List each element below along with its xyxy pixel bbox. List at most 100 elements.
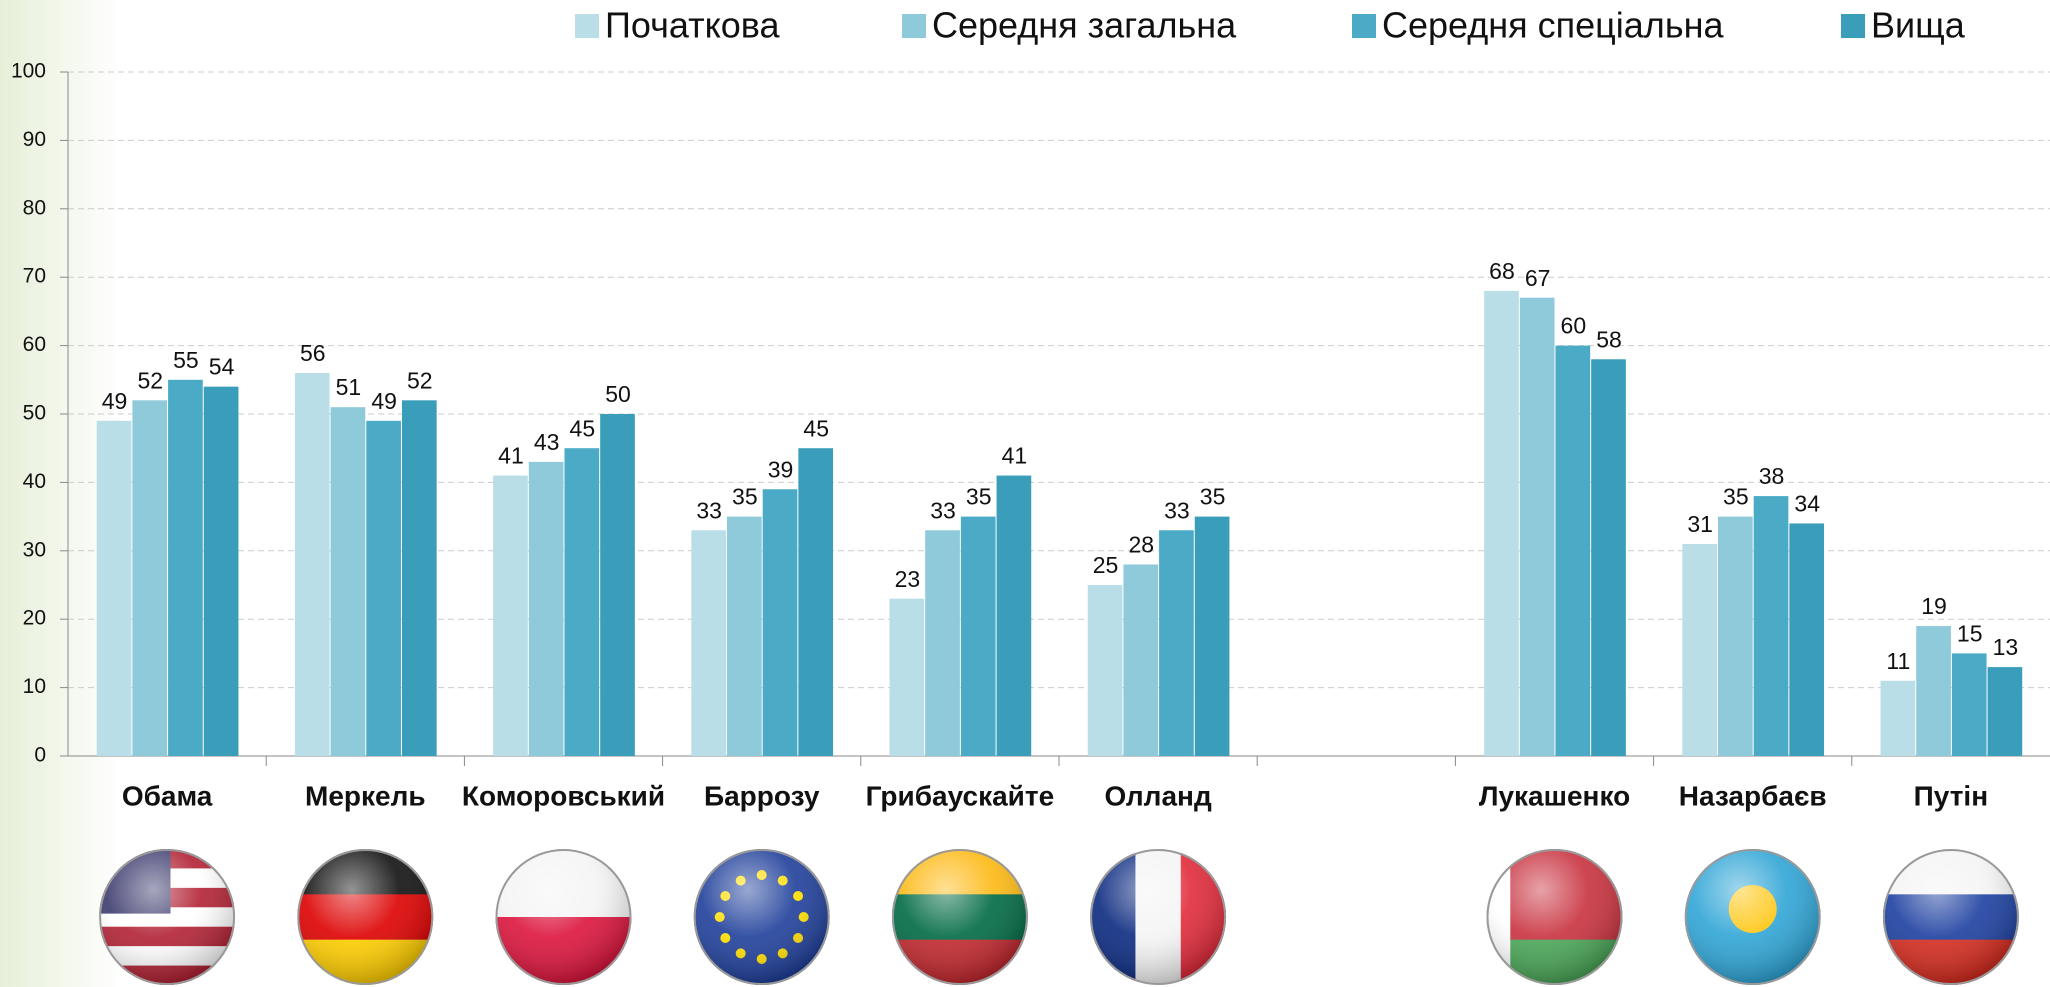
bar — [564, 448, 600, 756]
legend-swatch — [1352, 14, 1376, 38]
flag-gloss — [891, 849, 1028, 985]
x-tick-label: Лукашенко — [1479, 780, 1630, 811]
data-label: 68 — [1489, 258, 1515, 284]
bar — [96, 420, 132, 756]
flag-rim — [693, 849, 830, 985]
data-label: 67 — [1525, 265, 1551, 291]
bar — [798, 448, 834, 756]
y-tick-label: 70 — [23, 265, 46, 288]
data-label: 45 — [803, 415, 829, 441]
bar — [1159, 530, 1194, 756]
bar — [691, 530, 727, 756]
bar — [1087, 585, 1123, 756]
data-label: 13 — [1993, 634, 2019, 660]
legend-label: Середня спеціальна — [1382, 5, 1724, 46]
data-label: 41 — [1002, 443, 1028, 469]
bar — [1789, 523, 1825, 756]
bar — [1123, 564, 1159, 756]
x-tick-label: Баррозу — [704, 780, 820, 811]
legend-swatch — [1841, 14, 1865, 38]
bar — [1591, 359, 1626, 756]
y-tick-label: 20 — [23, 607, 46, 630]
bar — [132, 400, 168, 756]
data-label: 52 — [407, 367, 433, 393]
data-label: 35 — [966, 484, 992, 510]
bar — [889, 598, 925, 756]
bar — [960, 516, 996, 756]
data-label: 49 — [102, 388, 128, 414]
flag-rim — [1486, 849, 1623, 985]
bar — [1718, 516, 1753, 756]
legend-label: Середня загальна — [932, 5, 1237, 46]
bar — [1484, 290, 1519, 756]
bar — [727, 516, 762, 756]
legend-label: Вища — [1871, 5, 1966, 46]
data-label: 51 — [336, 374, 362, 400]
data-label: 58 — [1596, 326, 1622, 352]
data-label: 45 — [570, 415, 596, 441]
flag-gloss — [1486, 849, 1623, 985]
data-label: 33 — [696, 497, 722, 523]
y-tick-label: 60 — [23, 333, 46, 356]
flag-gloss — [99, 849, 236, 985]
flag-rim — [891, 849, 1028, 985]
data-label: 19 — [1921, 593, 1947, 619]
bar — [600, 414, 635, 756]
bar — [1951, 653, 1987, 756]
flag-rim — [1882, 849, 2019, 985]
data-label: 54 — [209, 354, 235, 380]
bar — [1194, 516, 1230, 756]
data-label: 25 — [1093, 552, 1119, 578]
legend-label: Початкова — [605, 5, 780, 46]
y-tick-label: 30 — [23, 538, 46, 561]
flag-gloss — [495, 849, 632, 985]
bar — [1916, 626, 1951, 756]
bar — [1682, 543, 1718, 756]
y-tick-label: 40 — [23, 470, 46, 493]
data-label: 41 — [498, 443, 524, 469]
bar — [493, 475, 528, 756]
bar — [401, 400, 437, 756]
data-label: 33 — [930, 497, 956, 523]
data-label: 34 — [1794, 491, 1820, 517]
flag-rim — [495, 849, 632, 985]
y-tick-label: 0 — [34, 744, 46, 767]
data-label: 39 — [768, 456, 794, 482]
data-label: 43 — [534, 429, 560, 455]
flag-rim — [99, 849, 236, 985]
bar — [294, 372, 330, 756]
y-tick-label: 10 — [23, 675, 46, 698]
data-label: 11 — [1886, 648, 1910, 674]
x-tick-label: Обама — [122, 780, 213, 811]
x-tick-label: Грибаускайте — [866, 780, 1055, 811]
bar — [168, 379, 203, 756]
data-label: 50 — [605, 381, 631, 407]
flag-gloss — [1090, 849, 1227, 985]
flag — [693, 849, 830, 985]
y-tick-label: 80 — [23, 196, 46, 219]
data-label: 35 — [732, 484, 758, 510]
bar — [330, 407, 366, 756]
data-label: 52 — [137, 367, 163, 393]
flag-gloss — [1882, 849, 2019, 985]
data-label: 23 — [895, 566, 921, 592]
data-label: 56 — [300, 340, 326, 366]
data-label: 35 — [1723, 484, 1749, 510]
bar — [1753, 496, 1789, 756]
flag-rim — [1090, 849, 1227, 985]
data-label: 15 — [1957, 620, 1983, 646]
bar — [1880, 680, 1916, 756]
data-label: 38 — [1759, 463, 1785, 489]
bar — [1987, 667, 2023, 756]
y-tick-label: 100 — [11, 60, 46, 83]
data-label: 49 — [371, 388, 397, 414]
x-tick-label: Назарбаєв — [1679, 780, 1827, 811]
x-tick-label: Олланд — [1104, 780, 1211, 811]
legend-swatch — [902, 14, 926, 38]
flag — [1684, 849, 1821, 985]
bar — [762, 489, 798, 756]
legend-swatch — [575, 14, 599, 38]
bar — [1555, 345, 1591, 756]
bar — [203, 386, 239, 756]
